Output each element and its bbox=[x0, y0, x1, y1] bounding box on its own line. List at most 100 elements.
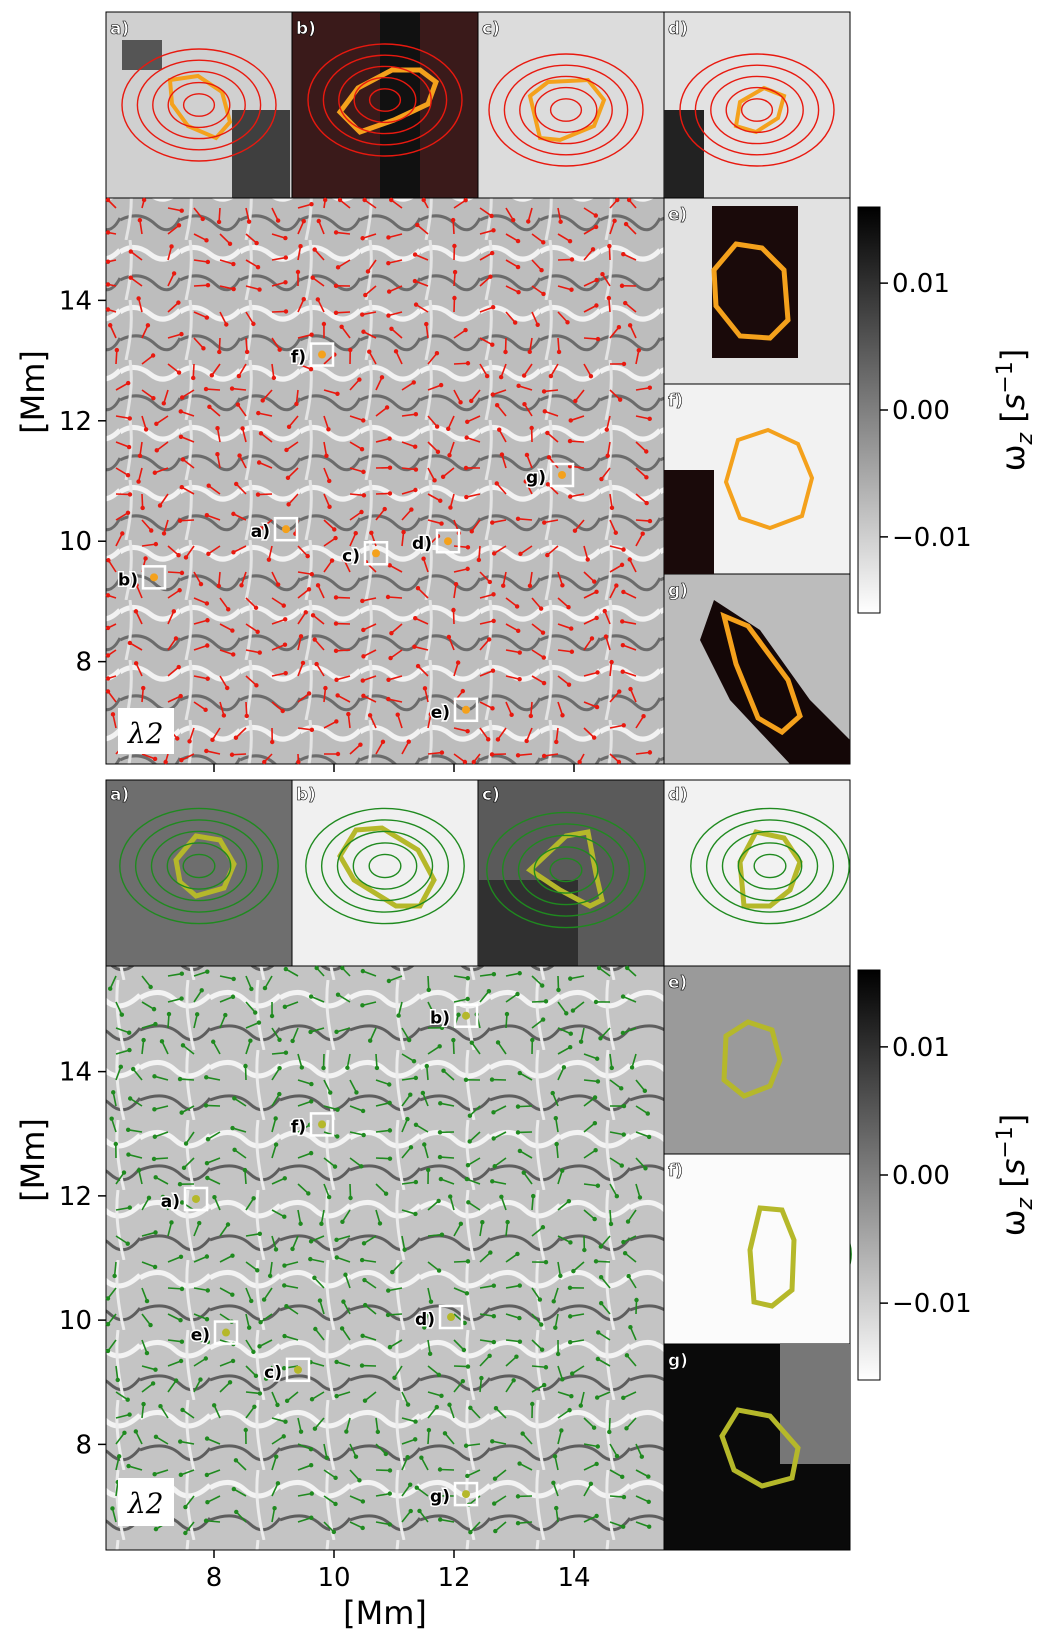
streamline-segment bbox=[245, 1287, 252, 1302]
streamline-segment bbox=[622, 644, 637, 651]
streamline-segment bbox=[555, 1508, 559, 1523]
streamline-segment bbox=[547, 483, 559, 495]
streamline-segment bbox=[167, 571, 183, 574]
streamline-arrowhead bbox=[646, 1499, 651, 1504]
streamline-segment bbox=[505, 285, 519, 293]
streamline-segment bbox=[479, 973, 494, 977]
streamline-segment bbox=[453, 389, 462, 403]
streamline-segment bbox=[531, 649, 545, 659]
streamline-arrowhead bbox=[298, 1429, 304, 1434]
streamline-arrowhead bbox=[413, 412, 419, 417]
streamline-segment bbox=[167, 545, 180, 556]
streamline-arrowhead bbox=[312, 247, 317, 252]
streamline-arrowhead bbox=[273, 1116, 278, 1121]
streamline-segment bbox=[479, 638, 490, 651]
streamline-arrowhead bbox=[609, 659, 614, 665]
streamline-arrowhead bbox=[540, 983, 545, 988]
streamline-segment bbox=[492, 389, 507, 396]
streamline-segment bbox=[219, 1224, 229, 1237]
streamline-arrowhead bbox=[275, 1402, 280, 1408]
streamline-arrowhead bbox=[145, 323, 151, 328]
streamline-segment bbox=[364, 1279, 377, 1289]
streamline-segment bbox=[205, 388, 221, 391]
marker-dot bbox=[294, 1365, 302, 1374]
streamline-segment bbox=[583, 1417, 595, 1429]
streamline-arrowhead bbox=[126, 1030, 132, 1035]
streamline-arrowhead bbox=[315, 297, 321, 302]
streamline-arrowhead bbox=[456, 1012, 461, 1017]
streamline-arrowhead bbox=[334, 1029, 339, 1035]
streamline-arrowhead bbox=[541, 1382, 547, 1388]
streamline-segment bbox=[235, 1459, 247, 1471]
streamline-arrowhead bbox=[133, 609, 139, 614]
y-tick-label: 8 bbox=[75, 648, 92, 678]
inset-streamline bbox=[710, 75, 804, 145]
streamline-arrowhead bbox=[406, 1037, 412, 1043]
streamline-arrowhead bbox=[327, 504, 332, 510]
streamline-segment bbox=[141, 1023, 156, 1029]
streamline-arrowhead bbox=[230, 628, 235, 633]
streamline-segment bbox=[336, 1256, 351, 1263]
streamline-arrowhead bbox=[380, 739, 386, 745]
streamline-segment bbox=[167, 273, 175, 287]
streamline-segment bbox=[349, 379, 360, 391]
streamline-segment bbox=[314, 1328, 325, 1341]
streamline-segment bbox=[265, 1365, 273, 1380]
streamline-arrowhead bbox=[151, 1006, 157, 1012]
streamline-segment bbox=[635, 1443, 643, 1458]
streamline-arrowhead bbox=[152, 1074, 157, 1079]
streamline-arrowhead bbox=[529, 425, 534, 431]
streamline-arrowhead bbox=[415, 222, 420, 228]
streamline-arrowhead bbox=[317, 1298, 323, 1303]
streamline-segment bbox=[323, 441, 328, 456]
top-inset-a-dark bbox=[122, 40, 162, 70]
streamline-arrowhead bbox=[151, 1156, 157, 1162]
streamline-arrowhead bbox=[447, 1402, 452, 1407]
streamline-segment bbox=[141, 1313, 152, 1326]
streamline-arrowhead bbox=[585, 557, 590, 562]
streamline-arrowhead bbox=[204, 748, 209, 754]
streamline-arrowhead bbox=[154, 421, 159, 426]
streamline-arrowhead bbox=[111, 1090, 116, 1095]
streamline-segment bbox=[453, 329, 467, 339]
streamline-segment bbox=[531, 675, 545, 684]
streamline-arrowhead bbox=[341, 557, 347, 562]
streamline-segment bbox=[574, 519, 585, 532]
streamline-segment bbox=[555, 1118, 559, 1133]
streamline-arrowhead bbox=[465, 996, 470, 1002]
streamline-arrowhead bbox=[119, 1012, 125, 1017]
streamline-arrowhead bbox=[271, 375, 277, 381]
marker-label: e) bbox=[431, 703, 450, 723]
streamline-arrowhead bbox=[321, 321, 327, 327]
streamline-arrowhead bbox=[309, 727, 315, 733]
streamline-arrowhead bbox=[646, 1524, 652, 1529]
streamline-arrowhead bbox=[524, 452, 530, 458]
streamline-segment bbox=[622, 670, 637, 677]
streamline-segment bbox=[427, 1406, 438, 1419]
streamline-segment bbox=[401, 1094, 411, 1107]
streamline-segment bbox=[544, 753, 559, 757]
streamline-arrowhead bbox=[452, 295, 457, 301]
streamline-segment bbox=[479, 1377, 483, 1393]
streamline-segment bbox=[310, 1027, 325, 1033]
streamline-segment bbox=[323, 467, 330, 482]
streamline-arrowhead bbox=[205, 1500, 210, 1505]
streamline-segment bbox=[271, 1051, 287, 1055]
bottom-inset-a-label: a) bbox=[110, 785, 129, 805]
streamline-segment bbox=[523, 363, 533, 377]
streamline-arrowhead bbox=[141, 1037, 146, 1043]
streamline-arrowhead bbox=[465, 1364, 471, 1369]
streamline-segment bbox=[337, 994, 351, 1003]
streamline-arrowhead bbox=[205, 1288, 210, 1293]
streamline-segment bbox=[531, 1339, 543, 1351]
streamline-arrowhead bbox=[319, 1221, 324, 1226]
streamline-arrowhead bbox=[309, 1081, 314, 1087]
streamline-arrowhead bbox=[153, 1434, 159, 1440]
streamline-segment bbox=[414, 280, 429, 287]
streamline-arrowhead bbox=[310, 613, 316, 618]
streamline-arrowhead bbox=[367, 713, 373, 718]
streamline-segment bbox=[557, 701, 564, 716]
streamline-segment bbox=[271, 597, 285, 607]
streamline-arrowhead bbox=[542, 409, 548, 414]
streamline-arrowhead bbox=[179, 971, 185, 976]
